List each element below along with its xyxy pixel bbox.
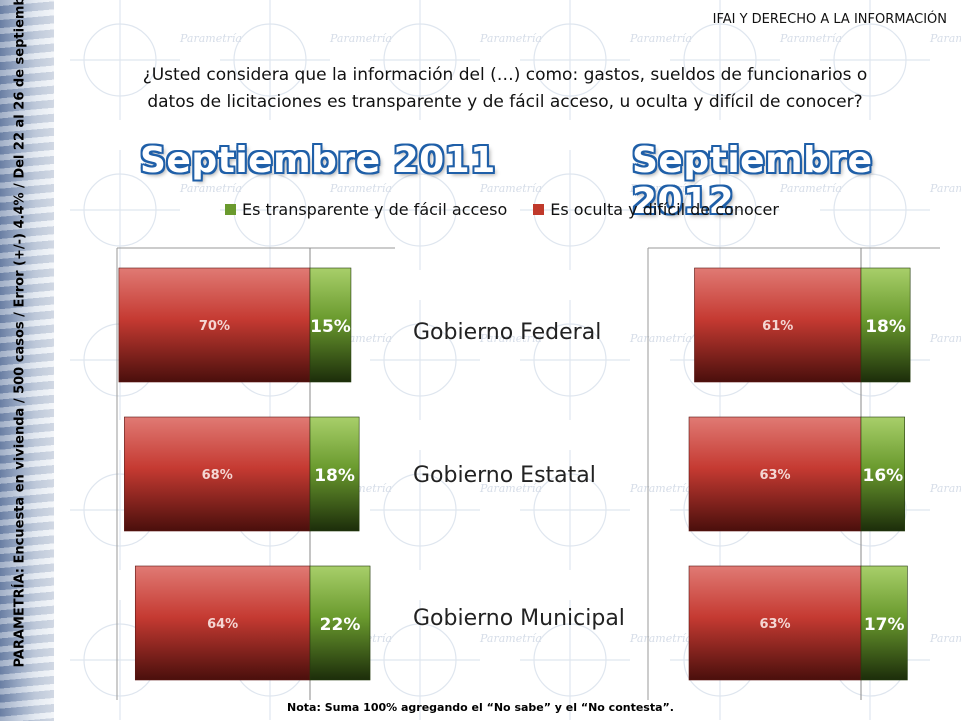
bar-transparente-0-0 (309, 267, 352, 383)
label-oculta-0-0: 70% (199, 319, 230, 334)
watermark-text: Parametría (629, 632, 692, 645)
watermark-text: Parametría (929, 182, 961, 195)
legend-item-transparente: Es transparente y de fácil acceso (225, 200, 507, 219)
watermark-text: Parametría (929, 32, 961, 45)
watermark-text: Parametría (929, 632, 961, 645)
bar-oculta-0-1 (124, 416, 311, 532)
watermark-text: Parametría (329, 182, 392, 195)
label-transparente-1-1: 16% (862, 466, 903, 486)
question-line-1: ¿Usted considera que la información del … (142, 65, 868, 85)
watermark-text: Parametría (479, 182, 542, 195)
panel-title-2011: Septiembre 2011 (140, 140, 496, 181)
legend-swatch-red (533, 204, 545, 215)
legend-swatch-green (225, 204, 236, 215)
watermark-text: Parametría (479, 32, 542, 45)
bar-oculta-0-0 (118, 267, 311, 383)
bar-oculta-1-1 (688, 416, 862, 532)
watermark-text: Parametría (629, 332, 692, 345)
watermark-text: Parametría (479, 632, 542, 645)
panel-title-2012: Septiembre 2012 (632, 140, 873, 222)
label-transparente-1-2: 17% (864, 615, 905, 635)
label-oculta-1-2: 63% (759, 617, 790, 632)
bar-oculta-1-0 (694, 267, 862, 383)
footnote: Nota: Suma 100% agregando el “No sabe” y… (287, 701, 674, 714)
watermark-text: Parametría (629, 182, 692, 195)
label-transparente-0-2: 22% (320, 615, 361, 635)
watermark-text: Parametría (779, 182, 842, 195)
bar-transparente-1-2 (860, 565, 908, 681)
survey-caption: PARAMETRÍA: Encuesta en vivienda / 500 c… (12, 0, 28, 668)
legend-label-oculta: Es oculta y difícil de conocer (550, 200, 779, 219)
bar-transparente-0-1 (309, 416, 360, 532)
chart-legend: Es transparente y de fácil acceso Es ocu… (225, 200, 779, 219)
label-oculta-1-1: 63% (759, 468, 790, 483)
label-oculta-0-2: 64% (207, 617, 238, 632)
label-oculta-1-0: 61% (762, 319, 793, 334)
watermark-text: Parametría (479, 332, 542, 345)
bar-transparente-0-2 (309, 565, 371, 681)
watermark-text: Parametría (179, 32, 242, 45)
label-transparente-1-0: 18% (865, 317, 906, 337)
question-line-2: datos de licitaciones es transparente y … (147, 92, 863, 112)
watermark-text: Parametría (929, 332, 961, 345)
watermark-text: Parametría (329, 32, 392, 45)
bar-oculta-0-2 (134, 565, 311, 681)
bar-transparente-1-1 (860, 416, 905, 532)
bar-oculta-1-2 (688, 565, 862, 681)
category-label-2: Gobierno Municipal (413, 606, 625, 631)
survey-question: ¿Usted considera que la información del … (100, 62, 910, 116)
watermark-text: Parametría (629, 32, 692, 45)
category-label-1: Gobierno Estatal (413, 463, 596, 488)
label-transparente-0-1: 18% (314, 466, 355, 486)
bar-transparente-1-0 (860, 267, 911, 383)
watermark-text: Parametría (479, 482, 542, 495)
category-label-0: Gobierno Federal (413, 320, 601, 345)
legend-label-transparente: Es transparente y de fácil acceso (242, 200, 508, 219)
label-oculta-0-1: 68% (202, 468, 233, 483)
legend-item-oculta: Es oculta y difícil de conocer (533, 200, 779, 219)
left-decorative-band (0, 0, 54, 721)
label-transparente-0-0: 15% (310, 317, 351, 337)
header-label: IFAI Y DERECHO A LA INFORMACIÓN (712, 12, 947, 27)
watermark-text: Parametría (779, 32, 842, 45)
watermark-text: Parametría (929, 482, 961, 495)
watermark-text: Parametría (179, 182, 242, 195)
watermark-text: Parametría (629, 482, 692, 495)
